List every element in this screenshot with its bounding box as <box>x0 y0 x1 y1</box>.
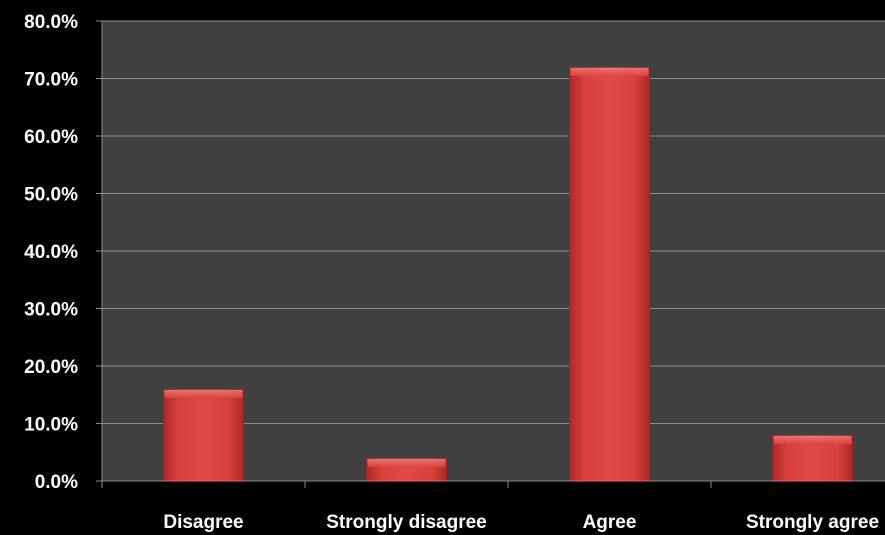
bar-bevel <box>367 459 446 467</box>
y-tick-label: 50.0% <box>24 185 78 206</box>
y-tick-label: 80.0% <box>24 12 78 33</box>
y-tick-label: 40.0% <box>24 242 78 263</box>
bar <box>163 388 244 482</box>
bar <box>772 434 853 482</box>
x-category-label: Strongly disagree <box>326 512 487 533</box>
x-category-label: Agree <box>583 512 637 533</box>
bar-body <box>569 66 650 482</box>
y-tick-label: 60.0% <box>24 127 78 148</box>
bar <box>569 66 650 482</box>
y-axis-tick-labels: 0.0% 10.0% 20.0% 30.0% 40.0% 50.0% 60.0% 70.0% 8… <box>24 12 78 493</box>
y-tick-label: 0.0% <box>35 472 78 493</box>
bar-body <box>163 388 244 482</box>
y-tick-label: 20.0% <box>24 357 78 378</box>
x-category-label: Strongly agree <box>746 512 879 533</box>
y-tick-label: 10.0% <box>24 415 78 436</box>
y-tick-label: 70.0% <box>24 70 78 91</box>
bar <box>366 457 447 482</box>
y-tick-label: 30.0% <box>24 300 78 321</box>
bar-bevel <box>773 436 852 444</box>
bar-bevel <box>570 68 649 76</box>
gridlines <box>96 20 885 482</box>
x-axis-category-labels: Disagree Strongly disagree Agree Strongly a… <box>163 512 879 533</box>
axes <box>101 21 885 488</box>
bar-bevel <box>164 390 243 398</box>
bar-series <box>163 66 853 482</box>
x-category-label: Disagree <box>163 512 243 533</box>
